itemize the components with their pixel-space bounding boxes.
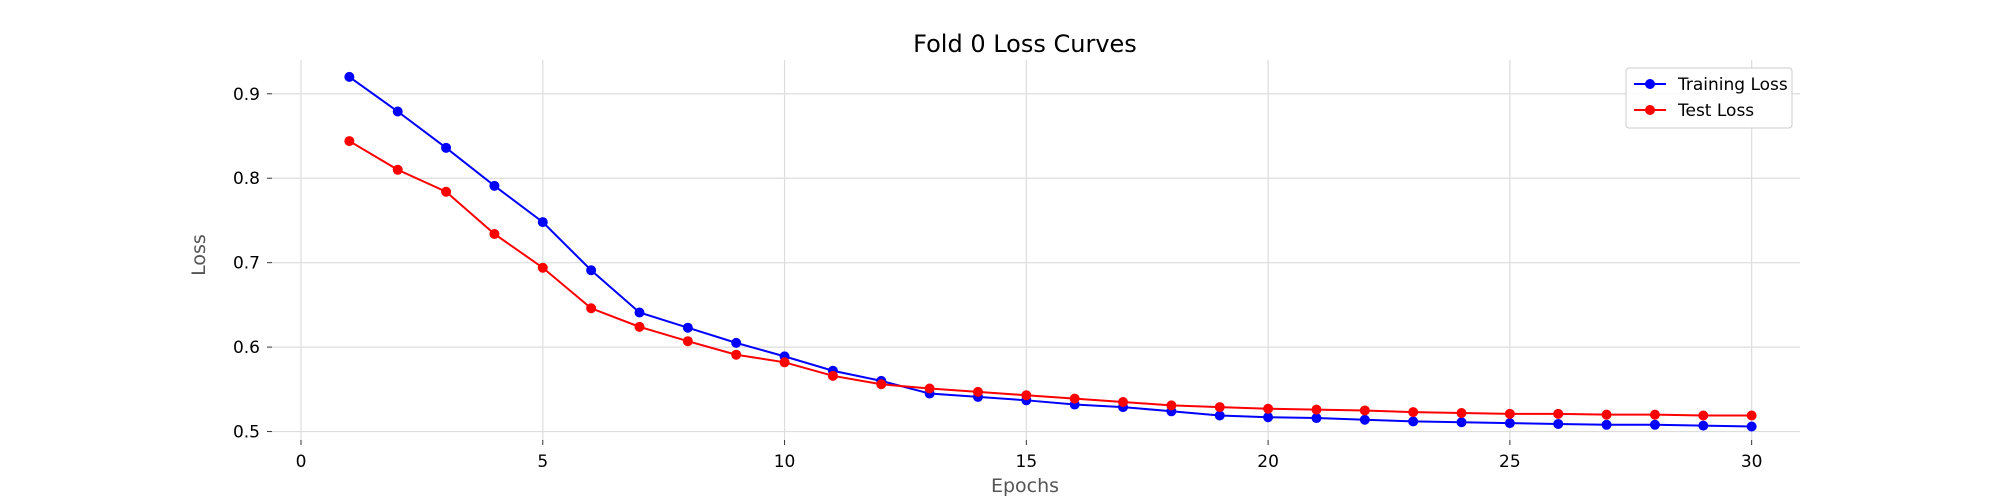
test-loss-point [537, 262, 548, 273]
test-loss-point [1359, 405, 1370, 416]
legend-item-test-loss: Test Loss [1634, 101, 1754, 121]
training-loss-point [1553, 418, 1564, 429]
test-loss-point [1118, 397, 1129, 407]
legend-marker-test-loss [1645, 105, 1655, 115]
x-tick-label: 10 [774, 452, 796, 472]
test-loss-point [1649, 409, 1660, 420]
test-loss-point [634, 321, 645, 332]
x-tick-label: 5 [537, 452, 548, 472]
test-loss-point [1214, 402, 1225, 413]
test-loss-point [1698, 410, 1709, 421]
training-loss-point [731, 337, 742, 348]
training-loss-series [344, 71, 1757, 432]
y-tick-label: 0.7 [233, 254, 260, 274]
test-loss-point [876, 379, 887, 390]
test-loss-point [779, 357, 790, 368]
y-tick-label: 0.6 [233, 338, 260, 358]
series-layer [344, 71, 1757, 432]
training-loss-point [1649, 419, 1660, 430]
training-loss-point [1746, 421, 1757, 432]
training-loss-point [344, 71, 355, 82]
test-loss-point [441, 186, 452, 197]
training-loss-point [586, 265, 597, 276]
test-loss-point [1601, 409, 1612, 420]
training-loss-point [1214, 410, 1225, 421]
test-loss-point [1746, 410, 1757, 421]
y-tick-label: 0.5 [233, 423, 260, 443]
test-loss-point [1311, 404, 1322, 415]
test-loss-point [731, 349, 742, 360]
training-loss-point [537, 217, 548, 228]
test-loss-point [924, 383, 935, 394]
training-loss-point [441, 142, 452, 153]
test-loss-point [1069, 393, 1080, 404]
test-loss-point [1021, 390, 1032, 401]
test-loss-point [1166, 400, 1177, 411]
x-tick-label: 0 [296, 452, 307, 472]
test-loss-point [344, 136, 355, 147]
test-loss-series [344, 136, 1757, 421]
legend: Training Loss Test Loss [1625, 67, 1793, 129]
legend-marker-training-loss [1645, 79, 1655, 89]
test-loss-point [392, 164, 403, 175]
training-loss-point [682, 322, 693, 333]
legend-box [1625, 67, 1793, 129]
y-tick-label: 0.8 [233, 169, 260, 189]
x-tick-label: 20 [1257, 452, 1279, 472]
test-loss-point [827, 370, 838, 381]
training-loss-point [489, 180, 500, 191]
x-tick-label: 15 [1016, 452, 1038, 472]
legend-label: Training Loss [1677, 75, 1788, 95]
test-loss-point [1553, 408, 1564, 419]
test-loss-point [489, 228, 500, 239]
test-loss-point [682, 336, 693, 347]
test-loss-point [1263, 403, 1274, 414]
y-axis-label: Loss [188, 234, 210, 276]
training-loss-point [1263, 412, 1274, 423]
training-loss-point [1601, 419, 1612, 430]
test-loss-point [972, 386, 983, 397]
training-loss-point [1698, 420, 1709, 431]
chart-title: Fold 0 Loss Curves [913, 30, 1137, 58]
test-loss-point [1408, 407, 1419, 418]
legend-item-training-loss: Training Loss [1634, 75, 1788, 95]
test-loss-point [586, 303, 597, 314]
training-loss-point [1311, 413, 1322, 424]
training-loss-line [348, 76, 1752, 428]
y-tick-label: 0.9 [233, 85, 260, 105]
x-axis-label: Epochs [991, 475, 1059, 497]
grid [272, 60, 1800, 440]
training-loss-point [392, 106, 403, 117]
training-loss-point [1408, 416, 1419, 427]
test-loss-point [1456, 407, 1467, 418]
x-axis: 0 5 10 15 20 25 30 [296, 440, 1763, 472]
test-loss-point [1504, 408, 1515, 419]
x-tick-label: 30 [1741, 452, 1763, 472]
y-axis: 0.5 0.6 0.7 0.8 0.9 [233, 85, 272, 443]
training-loss-point [634, 307, 645, 318]
legend-label: Test Loss [1677, 101, 1754, 121]
training-loss-point [1504, 418, 1515, 429]
training-loss-point [1359, 414, 1370, 425]
x-tick-label: 25 [1499, 452, 1521, 472]
test-loss-line [348, 140, 1752, 417]
training-loss-point [1456, 417, 1467, 428]
